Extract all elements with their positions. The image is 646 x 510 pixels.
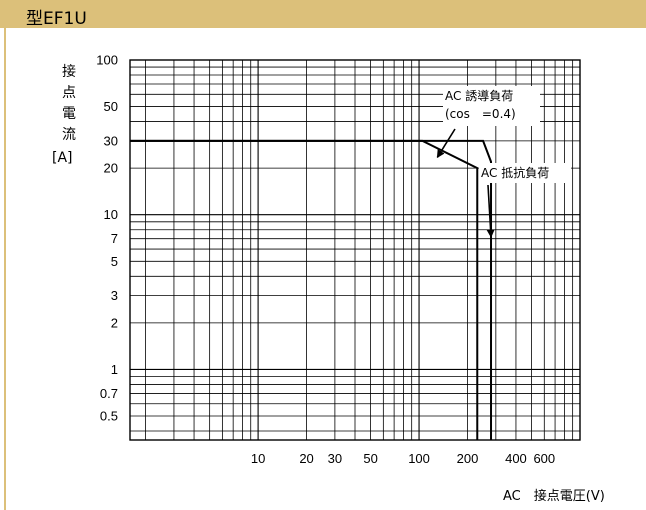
- y-tick-label: 20: [104, 161, 118, 176]
- x-tick-label: 100: [408, 451, 430, 466]
- y-axis-label-char: 電: [62, 106, 76, 122]
- annotation-label: AC 誘導負荷: [445, 89, 513, 103]
- y-tick-label: 1: [111, 362, 118, 377]
- title-bar: 型EF1U: [0, 0, 646, 29]
- series-line-2: [130, 139, 493, 440]
- y-tick-label: 0.5: [100, 409, 118, 424]
- x-tick-label: 20: [299, 451, 313, 466]
- annotation-label: (cos =0.4): [445, 107, 516, 121]
- plot-frame: [129, 59, 581, 441]
- y-tick-label: 3: [111, 288, 118, 303]
- y-tick-label: 100: [96, 53, 118, 68]
- y-axis-label-char: 接: [62, 64, 76, 80]
- y-tick-labels: 100 50 30 20 10 7 5 3 2 1 0.7 0.5: [96, 53, 118, 424]
- x-tick-label: 400: [505, 451, 527, 466]
- x-tick-label: 10: [251, 451, 265, 466]
- annotation-label: AC 抵抗負荷: [481, 165, 549, 180]
- y-tick-label: 0.7: [100, 386, 118, 401]
- x-tick-label: 600: [533, 451, 555, 466]
- y-axis-label-char: 点: [62, 85, 76, 101]
- y-axis-unit: [A]: [52, 150, 73, 166]
- series-lines: [130, 139, 493, 440]
- annotations: AC 誘導負荷 (cos =0.4) AC 抵抗負荷: [436, 86, 571, 238]
- y-tick-label: 30: [104, 133, 118, 148]
- annotation-arrow: [486, 184, 495, 238]
- series-line-1: [130, 139, 479, 440]
- grid-major-lines: [130, 60, 580, 440]
- y-tick-label: 2: [111, 315, 118, 330]
- annotation-box: [443, 86, 540, 126]
- y-tick-label: 7: [111, 231, 118, 246]
- x-axis-title: AC 接点電圧(V): [503, 489, 605, 504]
- y-tick-label: 50: [104, 99, 118, 114]
- annotation-arrow: [436, 128, 456, 159]
- side-accent-line: [4, 28, 6, 510]
- page-title: 型EF1U: [26, 9, 87, 29]
- x-tick-label: 30: [328, 451, 342, 466]
- y-tick-label: 5: [111, 254, 118, 269]
- x-tick-labels: 10 20 30 50 100 200 400 600: [251, 451, 555, 466]
- annotation-box: [479, 163, 571, 183]
- x-tick-label: 200: [457, 451, 479, 466]
- y-axis-label: 接点電流: [58, 62, 80, 146]
- x-tick-label: 50: [363, 451, 377, 466]
- y-tick-label: 10: [104, 207, 118, 222]
- y-axis-label-char: 流: [62, 127, 76, 143]
